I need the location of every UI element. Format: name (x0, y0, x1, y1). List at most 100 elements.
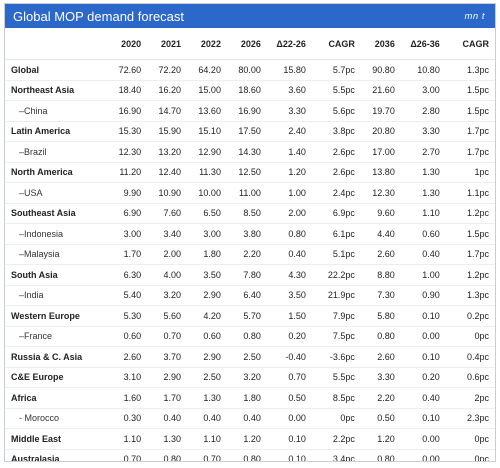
table-row: Africa 1.60 1.70 1.30 1.80 0.50 8.5pc 2.20 0.40 2… (5, 387, 495, 409)
table-cell: 1.7pc (445, 121, 495, 142)
table-cell: 0.80 (226, 326, 267, 347)
table-cell: 10.00 (187, 182, 227, 204)
table-cell: 11.00 (226, 182, 267, 204)
table-cell: 7.60 (147, 203, 188, 224)
table-cell: 2.50 (226, 346, 267, 368)
table-cell: 2.40 (266, 121, 312, 142)
table-cell: 1.30 (187, 387, 227, 409)
table-cell: 0.10 (400, 408, 446, 429)
table-cell: 1.2pc (445, 203, 495, 224)
table-row: –Indonesia 3.00 3.40 3.00 3.80 0.80 6.1pc 4.40 0… (5, 223, 495, 245)
table-cell: 1.80 (187, 244, 227, 265)
table-cell: 2.00 (266, 203, 312, 224)
table-cell: 5.5pc (311, 367, 361, 388)
table-row: - Morocco 0.30 0.40 0.40 0.40 0.00 0pc 0.50 0.10… (5, 408, 495, 429)
table-cell: 0.00 (266, 408, 312, 429)
table-cell: 1.30 (400, 182, 446, 204)
table-cell: 3.70 (147, 346, 188, 368)
table-cell: 0.40 (400, 387, 446, 409)
table-cell: 0.70 (147, 326, 188, 347)
table-cell: 1.70 (147, 387, 188, 409)
table-cell: 1.5pc (445, 80, 495, 101)
table-cell: 5.80 (360, 305, 401, 327)
table-cell: 1.40 (266, 141, 312, 163)
table-row: –Malaysia 1.70 2.00 1.80 2.20 0.40 5.1pc 2.60 0.… (5, 244, 495, 265)
table-cell: 2.70 (400, 141, 446, 163)
table-row: North America 11.20 12.40 11.30 12.50 1.20 2.6… (5, 162, 495, 183)
table-cell: 0.6pc (445, 367, 495, 388)
table-cell: 17.50 (226, 121, 267, 142)
table-cell: 0.90 (400, 285, 446, 306)
table-cell: 1.60 (107, 387, 148, 409)
table-cell: 3.80 (226, 223, 267, 245)
table-cell: 0.10 (400, 346, 446, 368)
table-row: Western Europe 5.30 5.60 4.20 5.70 1.50 7.9pc 5… (5, 305, 495, 327)
table-cell: 3.20 (226, 367, 267, 388)
table-cell: 0.40 (187, 408, 227, 429)
table-cell: 16.90 (226, 100, 267, 122)
table-cell: 17.00 (360, 141, 401, 163)
table-cell: 0.70 (187, 449, 227, 461)
table-cell: 4.20 (187, 305, 227, 327)
table-cell: 16.90 (107, 100, 148, 122)
table-cell: 7.30 (360, 285, 401, 306)
table-cell: 6.30 (107, 264, 148, 286)
row-label: C&E Europe (5, 367, 108, 388)
table-cell: 15.00 (187, 80, 227, 101)
table-cell: 6.50 (187, 203, 227, 224)
table-cell: 3.40 (147, 223, 188, 245)
table-cell: 3.10 (107, 367, 148, 388)
table-cell: 19.70 (360, 100, 401, 122)
table-cell: 1.20 (226, 428, 267, 450)
table-cell: 3.60 (266, 80, 312, 101)
row-label: Southeast Asia (5, 203, 108, 224)
table-cell: 13.20 (147, 141, 188, 163)
column-header: 2036 (360, 28, 401, 60)
table-cell: 1.80 (226, 387, 267, 409)
row-label: –USA (5, 182, 108, 204)
column-header: CAGR (445, 28, 495, 60)
table-cell: 12.40 (147, 162, 188, 183)
table-cell: 80.00 (226, 59, 267, 81)
table-cell: -3.6pc (311, 346, 361, 368)
table-cell: 1.3pc (445, 285, 495, 306)
table-cell: 90.80 (360, 59, 401, 81)
table-cell: 1.00 (266, 182, 312, 204)
table-cell: 2.4pc (311, 182, 361, 204)
table-cell: 8.5pc (311, 387, 361, 409)
table-cell: 6.40 (226, 285, 267, 306)
column-header: 2021 (147, 28, 188, 60)
column-header: 2026 (226, 28, 267, 60)
table-row: Global 72.60 72.20 64.20 80.00 15.80 5.7pc 90.8… (5, 59, 495, 81)
table-cell: 3.4pc (311, 449, 361, 461)
table-cell: 0pc (445, 326, 495, 347)
table-cell: 3.00 (107, 223, 148, 245)
table-cell: 21.9pc (311, 285, 361, 306)
table-cell: 1.00 (400, 264, 446, 286)
row-label: –Indonesia (5, 223, 108, 245)
table-row: C&E Europe 3.10 2.90 2.50 3.20 0.70 5.5pc 3.30 0… (5, 367, 495, 388)
row-label: Global (5, 59, 108, 81)
table-cell: -0.40 (266, 346, 312, 368)
table-cell: 9.60 (360, 203, 401, 224)
column-header: CAGR (311, 28, 361, 60)
table-cell: 2pc (445, 387, 495, 409)
table-cell: 1.2pc (445, 264, 495, 286)
table-cell: 0.30 (107, 408, 148, 429)
table-cell: 0.80 (226, 449, 267, 461)
table-cell: 5.5pc (311, 80, 361, 101)
table-cell: 5.70 (226, 305, 267, 327)
table-cell: 20.80 (360, 121, 401, 142)
row-label: Middle East (5, 428, 108, 450)
table-cell: 1.10 (187, 428, 227, 450)
table-cell: 1pc (445, 162, 495, 183)
table-cell: 2.60 (360, 346, 401, 368)
table-row: –France 0.60 0.70 0.60 0.80 0.20 7.5pc 0.80 0.00… (5, 326, 495, 347)
table-cell: 0.80 (147, 449, 188, 461)
table-cell: 3.30 (400, 121, 446, 142)
table-cell: 3.8pc (311, 121, 361, 142)
table-cell: 13.60 (187, 100, 227, 122)
table-cell: 1.7pc (445, 141, 495, 163)
table-cell: 0.60 (107, 326, 148, 347)
table-cell: 64.20 (187, 59, 227, 81)
